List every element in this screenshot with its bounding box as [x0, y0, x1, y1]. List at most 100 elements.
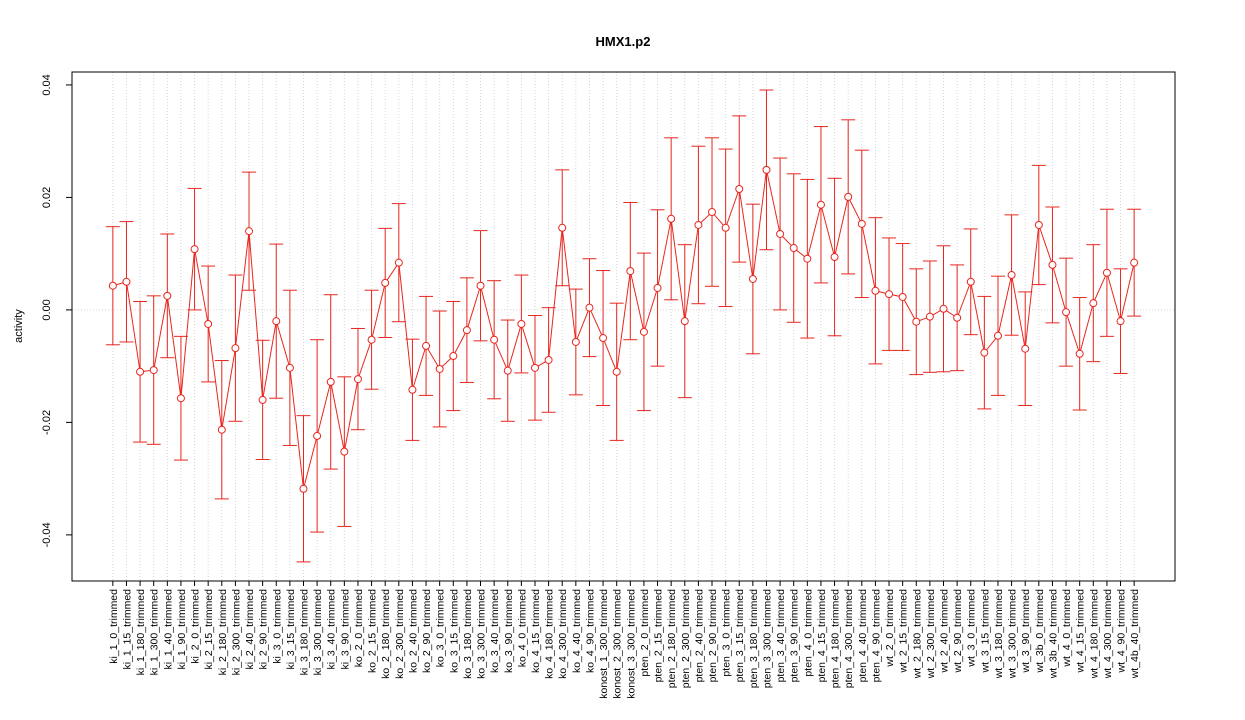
data-point: [299, 484, 308, 493]
data-point: [939, 304, 948, 313]
y-tick-label: -0.02: [41, 410, 53, 435]
x-tick-label: ko_3_0_trimmed: [435, 589, 447, 667]
data-point: [789, 244, 798, 253]
x-tick-label: ki_2_90_trimmed: [258, 589, 270, 670]
data-point: [558, 223, 567, 232]
data-point: [912, 317, 921, 326]
x-tick-label: pten_4_40_trimmed: [857, 589, 869, 683]
data-point: [149, 366, 158, 375]
data-point: [1102, 268, 1111, 277]
data-point: [326, 377, 335, 386]
x-tick-label: ko_4_0_trimmed: [516, 589, 528, 667]
x-tick-label: pten_3_40_trimmed: [775, 589, 787, 683]
y-tick-label: 0.02: [41, 187, 53, 208]
data-point: [844, 192, 853, 201]
series-line: [112, 169, 1135, 489]
x-tick-label: wt_4_15_trimmed: [1075, 589, 1087, 674]
x-tick-label: pten_2_300_trimmed: [680, 589, 692, 688]
data-point: [1089, 299, 1098, 308]
x-tick-label: wt_2_90_trimmed: [952, 589, 964, 674]
data-point: [544, 355, 553, 364]
y-axis-label: activity: [13, 309, 25, 343]
data-point: [653, 283, 662, 292]
x-tick-label: pten_2_40_trimmed: [693, 589, 705, 683]
y-tick-label: 0.04: [41, 74, 53, 95]
data-point: [571, 337, 580, 346]
data-point: [612, 367, 621, 376]
x-tick-label: pten_3_15_trimmed: [734, 589, 746, 683]
data-point: [503, 366, 512, 375]
x-tick-label: konost_2_300_trimmed: [612, 589, 624, 699]
data-point: [231, 344, 240, 353]
x-tick-label: ki_1_40_trimmed: [162, 589, 174, 670]
data-point: [816, 200, 825, 209]
data-point: [258, 395, 267, 404]
x-tick-label: pten_3_300_trimmed: [761, 589, 773, 688]
x-tick-label: ko_3_300_trimmed: [476, 589, 488, 679]
data-point: [599, 334, 608, 343]
x-tick-label: pten_2_90_trimmed: [707, 589, 719, 683]
x-tick-label: ko_4_180_trimmed: [544, 589, 556, 679]
x-tick-label: wt_2_15_trimmed: [898, 589, 910, 674]
x-tick-label: wt_3_300_trimmed: [1007, 589, 1019, 679]
x-tick-label: ki_2_15_trimmed: [203, 589, 215, 670]
x-tick-label: ki_1_15_trimmed: [121, 589, 133, 670]
x-tick-label: ki_2_0_trimmed: [190, 589, 202, 664]
data-point: [830, 253, 839, 262]
data-point: [108, 281, 117, 290]
x-tick-label: ko_4_40_trimmed: [571, 589, 583, 673]
data-point: [517, 319, 526, 328]
data-point: [285, 363, 294, 372]
x-tick-label: wt_3_15_trimmed: [979, 589, 991, 674]
data-point: [748, 274, 757, 283]
data-point: [762, 165, 771, 174]
x-tick-label: pten_3_180_trimmed: [748, 589, 760, 688]
x-tick-label: ki_3_180_trimmed: [298, 589, 310, 676]
data-point: [217, 425, 226, 434]
x-tick-label: ki_2_40_trimmed: [244, 589, 256, 670]
x-tick-label: ko_3_90_trimmed: [503, 589, 515, 673]
data-point: [245, 227, 254, 236]
data-point: [1034, 220, 1043, 229]
data-point: [122, 277, 131, 286]
data-point: [871, 286, 880, 295]
data-point: [136, 367, 145, 376]
x-tick-label: pten_4_180_trimmed: [830, 589, 842, 688]
data-point: [680, 317, 689, 326]
data-point: [462, 326, 471, 335]
x-tick-label: wt_4_180_trimmed: [1088, 589, 1100, 679]
data-point: [993, 331, 1002, 340]
x-tick-label: wt_4_300_trimmed: [1102, 589, 1114, 679]
x-tick-label: ko_4_300_trimmed: [557, 589, 569, 679]
x-tick-label: ki_3_40_trimmed: [326, 589, 338, 670]
data-point: [885, 290, 894, 299]
data-point: [667, 214, 676, 223]
x-tick-label: ko_2_90_trimmed: [421, 589, 433, 673]
x-tick-label: ko_2_300_trimmed: [394, 589, 406, 679]
x-tick-label: ko_2_15_trimmed: [367, 589, 379, 673]
data-point: [1075, 349, 1084, 358]
x-tick-label: ko_2_180_trimmed: [380, 589, 392, 679]
x-tick-label: ki_1_300_trimmed: [149, 589, 161, 676]
data-point: [708, 208, 717, 217]
x-tick-label: ko_4_15_trimmed: [530, 589, 542, 673]
data-point: [1116, 317, 1125, 326]
y-tick-label: 0.00: [41, 299, 53, 320]
data-point: [530, 363, 539, 372]
data-point: [776, 229, 785, 238]
data-point: [1007, 271, 1016, 280]
data-point: [340, 447, 349, 456]
x-tick-label: wt_2_180_trimmed: [911, 589, 923, 679]
x-tick-label: wt_3b_40_trimmed: [1047, 589, 1059, 679]
x-tick-label: ki_2_300_trimmed: [230, 589, 242, 676]
x-tick-label: wt_4_0_trimmed: [1061, 589, 1073, 668]
x-tick-label: wt_2_300_trimmed: [925, 589, 937, 679]
x-tick-label: ki_1_0_trimmed: [108, 589, 120, 664]
x-tick-label: ko_2_0_trimmed: [353, 589, 365, 667]
x-tick-label: ki_3_90_trimmed: [339, 589, 351, 670]
x-tick-label: ko_2_40_trimmed: [407, 589, 419, 673]
data-point: [1048, 260, 1057, 269]
plot-frame: [71, 71, 1176, 582]
x-tick-label: pten_4_300_trimmed: [843, 589, 855, 688]
x-tick-label: pten_2_15_trimmed: [653, 589, 665, 683]
